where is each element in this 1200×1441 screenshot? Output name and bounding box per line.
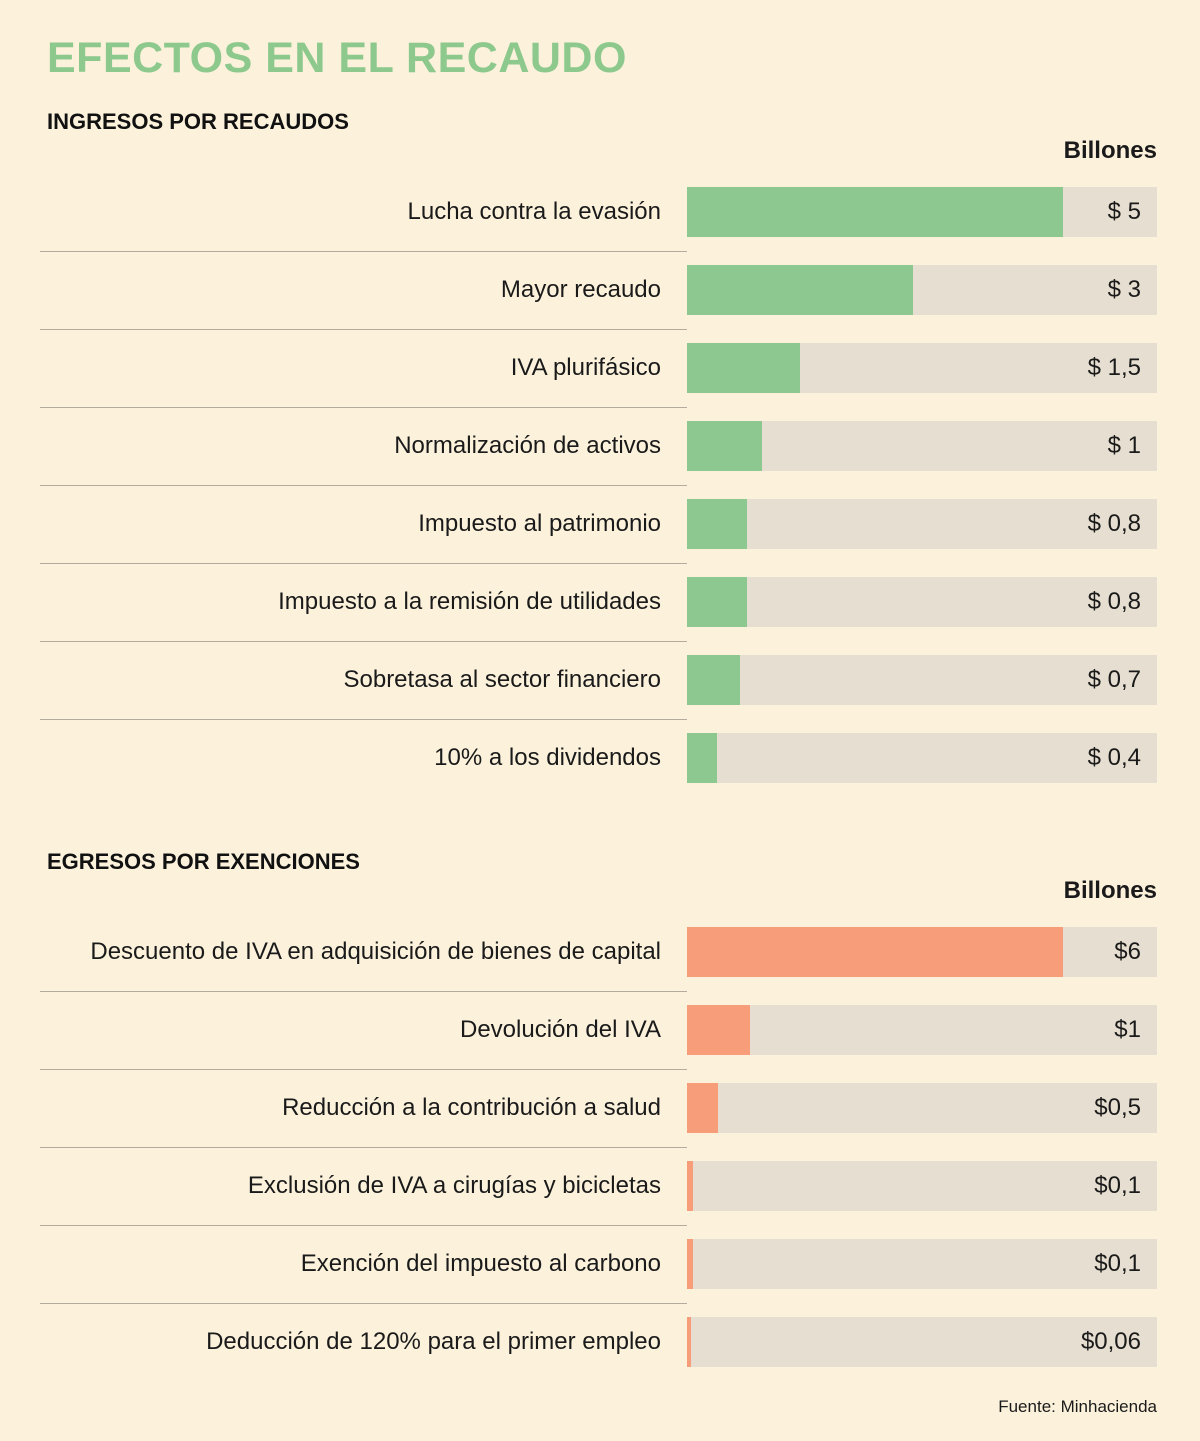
category-label: Normalización de activos	[394, 432, 661, 460]
bar-track: $1	[687, 1005, 1157, 1055]
bar-fill	[687, 421, 763, 471]
source-note: Fuente: Minhacienda	[998, 1397, 1157, 1416]
value-label: $ 5	[1107, 198, 1141, 225]
bar-fill	[687, 265, 913, 315]
category-label: Impuesto a la remisión de utilidades	[278, 588, 661, 616]
value-label: $ 0,8	[1087, 588, 1141, 615]
value-label: $0,1	[1094, 1172, 1141, 1199]
value-label: $6	[1114, 938, 1141, 965]
category-label: 10% a los dividendos	[434, 744, 661, 772]
bar-fill	[687, 343, 800, 393]
value-label: $ 1,5	[1087, 354, 1141, 381]
bar-fill	[687, 1239, 694, 1289]
bar-row: Mayor recaudo $ 3	[40, 251, 1157, 329]
category-label: IVA plurifásico	[510, 354, 661, 382]
section-title-egresos: EGRESOS POR EXENCIONES	[47, 849, 360, 874]
bar-row: Impuesto a la remisión de utilidades $ 0…	[40, 563, 1157, 641]
bar-track: $ 0,4	[687, 733, 1157, 783]
value-label: $1	[1114, 1016, 1141, 1043]
category-label: Sobretasa al sector financiero	[343, 666, 661, 694]
bar-row: Lucha contra la evasión $ 5	[47, 173, 1157, 251]
bar-track: $ 1,5	[687, 343, 1157, 393]
category-label: Descuento de IVA en adquisición de biene…	[90, 938, 661, 966]
bar-fill	[687, 1317, 691, 1367]
chart-egresos: EGRESOS POR EXENCIONES Billones Descuent…	[40, 849, 1157, 1381]
bar-row: Deducción de 120% para el primer empleo …	[40, 1303, 1157, 1381]
bar-row: Descuento de IVA en adquisición de biene…	[47, 913, 1157, 991]
bar-track: $0,5	[687, 1083, 1157, 1133]
bar-track: $0,06	[687, 1317, 1157, 1367]
bar-row: Exclusión de IVA a cirugías y bicicletas…	[40, 1147, 1157, 1225]
bar-rows: Lucha contra la evasión $ 5 Mayor recaud…	[40, 173, 1157, 797]
category-label: Exención del impuesto al carbono	[300, 1250, 661, 1278]
bar-row: Exención del impuesto al carbono $0,1	[40, 1225, 1157, 1303]
bar-rows: Descuento de IVA en adquisición de biene…	[40, 913, 1157, 1381]
category-label: Devolución del IVA	[460, 1016, 661, 1044]
value-label: $0,5	[1094, 1094, 1141, 1121]
page-title: EFECTOS EN EL RECAUDO	[47, 34, 627, 82]
chart-ingresos: INGRESOS POR RECAUDOS Billones Lucha con…	[40, 109, 1157, 797]
section-title-ingresos: INGRESOS POR RECAUDOS	[47, 109, 349, 134]
category-label: Reducción a la contribución a salud	[282, 1094, 661, 1122]
value-label: $ 3	[1107, 276, 1141, 303]
bar-row: Sobretasa al sector financiero $ 0,7	[40, 641, 1157, 719]
category-label: Mayor recaudo	[500, 276, 661, 304]
bar-row: Reducción a la contribución a salud $0,5	[40, 1069, 1157, 1147]
value-label: $ 0,7	[1087, 666, 1141, 693]
bar-fill	[687, 1161, 694, 1211]
bar-track: $0,1	[687, 1239, 1157, 1289]
bar-fill	[687, 733, 718, 783]
value-label: $ 0,8	[1087, 510, 1141, 537]
bar-track: $0,1	[687, 1161, 1157, 1211]
bar-fill	[687, 1083, 719, 1133]
value-label: $ 1	[1107, 432, 1141, 459]
bar-track: $ 1	[687, 421, 1157, 471]
value-label: $ 0,4	[1087, 744, 1141, 771]
value-label: $0,06	[1080, 1328, 1141, 1355]
bar-track: $ 0,8	[687, 499, 1157, 549]
category-label: Deducción de 120% para el primer empleo	[206, 1328, 661, 1356]
bar-track: $ 0,7	[687, 655, 1157, 705]
bar-track: $ 3	[687, 265, 1157, 315]
unit-label: Billones	[1063, 877, 1157, 904]
bar-row: Normalización de activos $ 1	[40, 407, 1157, 485]
bar-fill	[687, 927, 1063, 977]
category-label: Exclusión de IVA a cirugías y bicicletas	[247, 1172, 661, 1200]
bar-row: Impuesto al patrimonio $ 0,8	[40, 485, 1157, 563]
value-label: $0,1	[1094, 1250, 1141, 1277]
category-label: Lucha contra la evasión	[407, 198, 662, 226]
bar-track: $ 0,8	[687, 577, 1157, 627]
bar-row: Devolución del IVA $1	[40, 991, 1157, 1069]
bar-fill	[687, 577, 748, 627]
bar-fill	[687, 1005, 750, 1055]
bar-row: IVA plurifásico $ 1,5	[40, 329, 1157, 407]
category-label: Impuesto al patrimonio	[418, 510, 661, 538]
bar-row: 10% a los dividendos $ 0,4	[40, 719, 1157, 797]
bar-fill	[687, 499, 748, 549]
bar-fill	[687, 655, 740, 705]
bar-track: $6	[687, 927, 1157, 977]
unit-label: Billones	[1063, 137, 1157, 164]
bar-fill	[687, 187, 1063, 237]
bar-track: $ 5	[687, 187, 1157, 237]
